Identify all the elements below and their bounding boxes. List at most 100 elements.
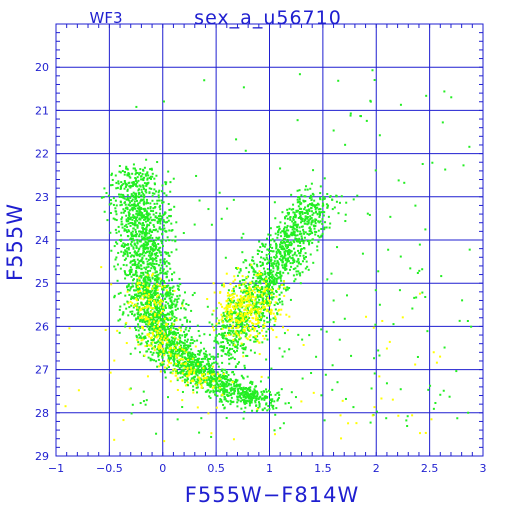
data-point	[242, 351, 245, 354]
data-point	[141, 184, 144, 187]
data-point	[257, 301, 260, 304]
data-point	[268, 310, 271, 313]
data-point	[261, 272, 264, 275]
data-point	[235, 340, 238, 343]
data-point	[152, 333, 155, 336]
data-point	[208, 372, 211, 375]
data-point	[268, 321, 271, 324]
data-point	[130, 235, 133, 238]
data-point	[232, 287, 235, 290]
data-point	[276, 312, 279, 315]
data-point	[169, 328, 172, 331]
data-point	[225, 416, 228, 419]
data-point	[255, 317, 258, 320]
data-point	[133, 234, 136, 237]
data-point	[238, 385, 241, 388]
data-point	[204, 381, 207, 384]
data-point	[177, 297, 180, 300]
data-point	[418, 269, 421, 272]
data-point	[110, 174, 113, 177]
data-point	[109, 184, 112, 187]
data-point	[266, 290, 269, 293]
data-point	[246, 297, 249, 300]
data-point	[236, 395, 239, 398]
data-point	[292, 208, 295, 211]
data-point	[126, 253, 129, 256]
data-point	[237, 321, 240, 324]
data-point	[237, 298, 240, 301]
data-point	[161, 361, 164, 364]
data-point	[137, 294, 140, 297]
data-point	[153, 328, 156, 331]
data-point	[171, 351, 174, 354]
data-point	[243, 330, 246, 333]
data-point	[250, 314, 253, 317]
data-point	[149, 357, 152, 360]
data-point	[258, 270, 261, 273]
data-point	[283, 332, 286, 335]
data-point	[213, 329, 216, 332]
data-point	[133, 259, 136, 262]
data-point	[144, 252, 147, 255]
data-point	[150, 313, 153, 316]
data-point	[142, 228, 145, 231]
data-point	[207, 378, 210, 381]
data-point	[202, 374, 205, 377]
data-point	[444, 168, 447, 171]
data-point	[133, 220, 136, 223]
data-point	[180, 357, 183, 360]
data-point	[286, 286, 289, 289]
data-point	[242, 347, 245, 350]
data-point	[216, 340, 219, 343]
data-point	[241, 275, 244, 278]
data-point	[266, 271, 269, 274]
data-point	[257, 310, 260, 313]
data-point	[171, 331, 174, 334]
data-point	[243, 288, 246, 291]
data-point	[448, 395, 451, 398]
data-point	[203, 79, 206, 82]
data-point	[189, 344, 192, 347]
data-point	[198, 376, 201, 379]
data-point	[283, 350, 286, 353]
data-point	[146, 213, 149, 216]
data-point	[225, 378, 228, 381]
data-point	[140, 308, 143, 311]
data-point	[279, 250, 282, 253]
data-point	[243, 317, 246, 320]
data-point	[169, 318, 172, 321]
data-point	[255, 311, 258, 314]
data-point	[136, 224, 139, 227]
data-point	[148, 335, 151, 338]
data-point	[163, 262, 166, 265]
data-point	[129, 260, 132, 263]
data-point	[154, 312, 157, 315]
data-point	[170, 336, 173, 339]
data-point	[165, 260, 168, 263]
data-point	[196, 324, 199, 327]
data-point	[284, 402, 287, 405]
data-point	[254, 283, 257, 286]
data-point	[340, 437, 343, 440]
data-point	[215, 341, 218, 344]
data-point	[149, 250, 152, 253]
data-point	[236, 343, 239, 346]
data-point	[280, 259, 283, 262]
data-point	[299, 250, 302, 253]
data-point	[264, 272, 267, 275]
data-point	[252, 268, 255, 271]
data-point	[163, 213, 166, 216]
data-point	[146, 215, 149, 218]
data-point	[167, 284, 170, 287]
data-point	[144, 306, 147, 309]
data-point	[161, 352, 164, 355]
data-point	[246, 313, 249, 316]
data-point	[152, 223, 155, 226]
data-point	[256, 330, 259, 333]
data-point	[161, 338, 164, 341]
data-point	[157, 358, 160, 361]
data-point	[154, 239, 157, 242]
data-point	[112, 203, 115, 206]
y-tick-label: 20	[35, 61, 49, 74]
data-point	[119, 291, 122, 294]
